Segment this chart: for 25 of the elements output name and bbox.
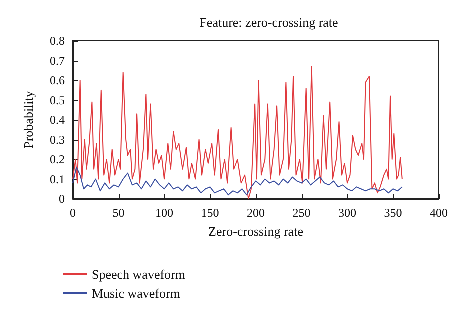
y-tick-label: 0.1 — [50, 172, 65, 186]
x-tick-label: 100 — [156, 206, 174, 220]
x-tick-label: 400 — [430, 206, 448, 220]
y-tick-label: 0.8 — [50, 34, 65, 48]
line-series — [72, 166, 403, 196]
x-tick-label: 250 — [292, 206, 311, 220]
x-tick-label: 150 — [201, 206, 220, 220]
y-tick-label: 0 — [59, 192, 65, 206]
legend-label: Speech waveform — [92, 267, 186, 282]
x-tick-label: 0 — [70, 206, 76, 220]
line-series — [72, 66, 403, 200]
x-tick-label: 200 — [247, 206, 265, 220]
x-axis-title: Zero-crossing rate — [208, 224, 304, 239]
y-tick-label: 0.3 — [50, 132, 65, 147]
y-tick-label: 0.7 — [50, 54, 65, 68]
y-axis-title: Probability — [21, 90, 36, 149]
legend-label: Music waveform — [92, 286, 180, 301]
y-tick-label: 0.2 — [50, 152, 65, 166]
x-tick-label: 350 — [384, 206, 402, 220]
chart-title: Feature: zero-crossing rate — [200, 15, 339, 30]
y-tick-label: 0.6 — [50, 74, 65, 88]
x-tick-label: 50 — [112, 206, 125, 220]
y-tick-label: 0.5 — [50, 93, 65, 108]
x-tick-label: 300 — [338, 206, 356, 220]
y-tick-label: 0.4 — [50, 113, 65, 127]
